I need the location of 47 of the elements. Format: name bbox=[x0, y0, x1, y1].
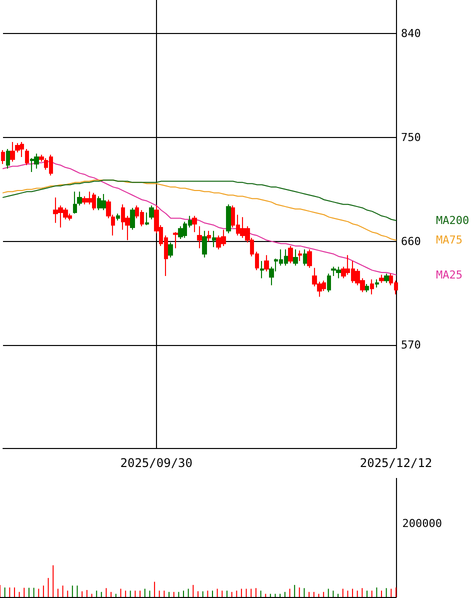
candlestick bbox=[370, 278, 374, 295]
y-tick-label: 570 bbox=[401, 338, 421, 352]
candlestick bbox=[192, 215, 197, 233]
x-tick-label: 2025/12/12 bbox=[360, 456, 432, 470]
candlestick bbox=[10, 142, 15, 162]
candlestick bbox=[1, 150, 5, 164]
candlestick bbox=[73, 191, 77, 214]
candlestick bbox=[327, 273, 331, 293]
text: MA75 bbox=[436, 234, 462, 247]
line-series bbox=[2, 180, 396, 241]
candlestick bbox=[168, 242, 173, 258]
candlestick bbox=[298, 250, 302, 262]
candlestick bbox=[173, 232, 178, 249]
y-tick-label: 660 bbox=[401, 234, 421, 248]
text: 200000 bbox=[402, 517, 442, 530]
candlestick bbox=[226, 204, 231, 234]
candlestick bbox=[293, 248, 298, 266]
candlestick bbox=[178, 226, 183, 240]
candlestick bbox=[6, 148, 10, 170]
candlestick bbox=[207, 230, 211, 242]
candlestick bbox=[101, 193, 106, 211]
candlestick bbox=[25, 148, 29, 166]
candlestick bbox=[307, 248, 312, 268]
text: MA25 bbox=[436, 268, 462, 282]
x-tick-label: 2025/09/30 bbox=[120, 456, 192, 470]
candlestick bbox=[15, 142, 20, 153]
candlestick bbox=[149, 205, 154, 220]
candlestick bbox=[303, 248, 307, 266]
candlestick bbox=[365, 284, 369, 293]
candlestick bbox=[264, 254, 269, 272]
candlestick bbox=[375, 278, 379, 288]
candlestick bbox=[116, 213, 120, 222]
candlestick bbox=[384, 273, 389, 284]
candlestick bbox=[379, 274, 384, 284]
candlestick bbox=[145, 212, 149, 226]
candlestick bbox=[130, 207, 135, 230]
line-series bbox=[2, 180, 396, 222]
text: MA200 bbox=[436, 214, 470, 228]
candlestick bbox=[197, 226, 202, 249]
candlestick bbox=[77, 191, 82, 206]
candlestick bbox=[288, 245, 293, 264]
y-tick-label: 840 bbox=[401, 26, 421, 40]
candlestick bbox=[260, 260, 264, 279]
candlestick bbox=[202, 230, 207, 258]
y-tick-label: 750 bbox=[401, 130, 421, 144]
candlestick bbox=[212, 230, 216, 248]
candlestick bbox=[34, 153, 39, 170]
